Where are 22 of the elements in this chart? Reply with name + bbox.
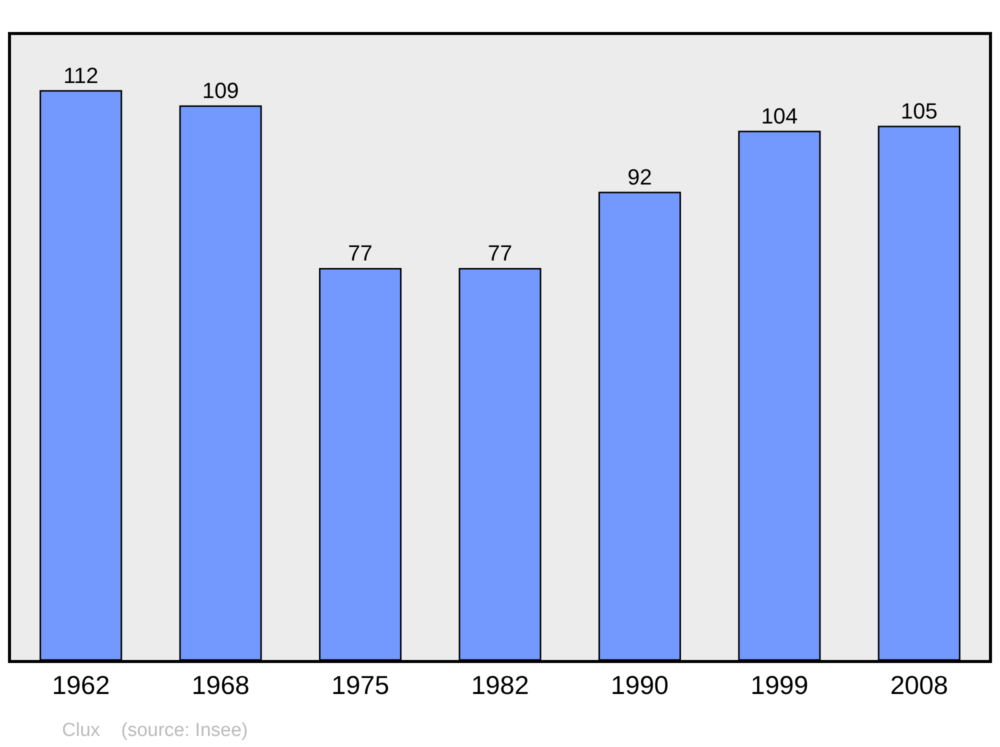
x-tick-label: 1962: [52, 670, 110, 700]
x-tick-label: 1999: [750, 670, 808, 700]
data-label: 109: [202, 78, 239, 104]
text: Clux (source: Insee): [62, 720, 248, 741]
x-tick-label: 2008: [890, 670, 948, 700]
data-label: 77: [348, 240, 373, 266]
bar: [458, 268, 542, 660]
data-label: 92: [627, 164, 652, 190]
bar: [319, 268, 402, 660]
data-label: 105: [900, 98, 938, 124]
bar: [598, 192, 681, 660]
x-tick-label: 1982: [471, 670, 529, 700]
x-tick-label: 1990: [610, 670, 669, 700]
bar: [878, 126, 960, 660]
bar: [738, 130, 821, 660]
data-label: 112: [63, 62, 98, 88]
bar: [179, 105, 262, 660]
x-tick-label: 1968: [192, 670, 250, 700]
data-label: 77: [488, 240, 512, 266]
x-tick-label: 1975: [331, 670, 390, 700]
bar: [40, 90, 122, 660]
data-label: 104: [761, 104, 798, 129]
